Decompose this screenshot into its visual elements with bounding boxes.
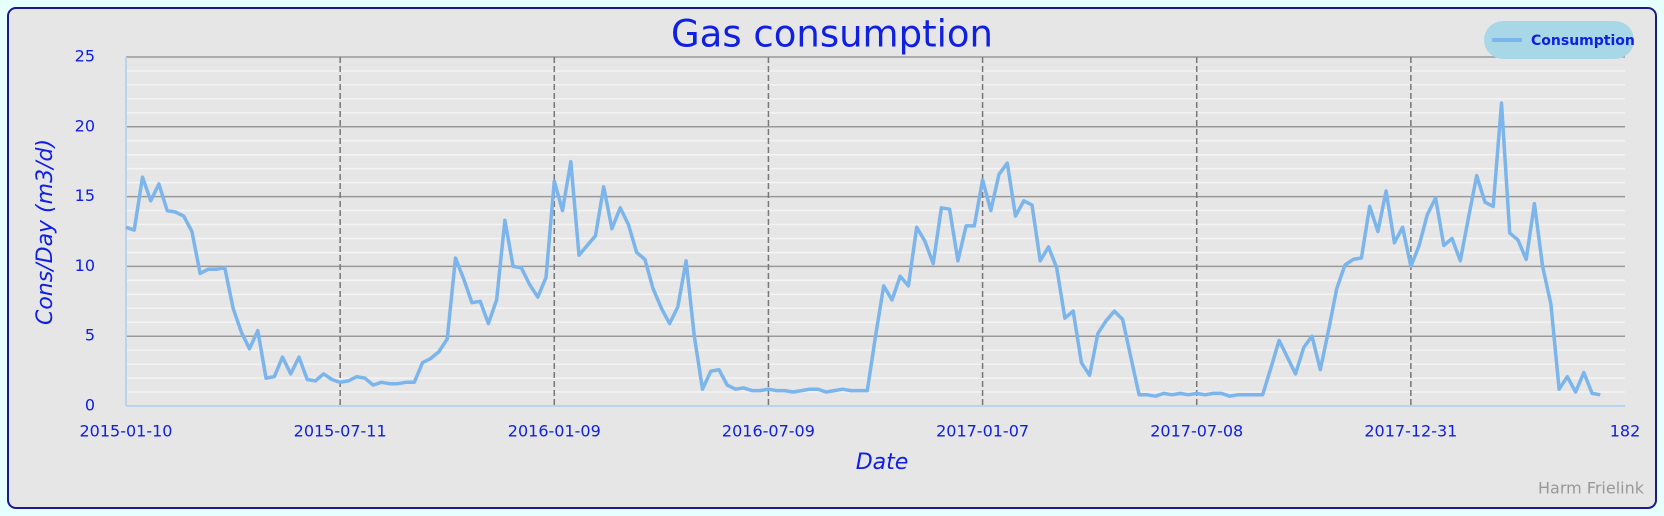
chart-title: Gas consumption (671, 13, 993, 56)
data-line (125, 101, 1601, 398)
x-tick-label: 2015-07-11 (294, 422, 387, 441)
x-tick-label: 2017-12-31 (1364, 422, 1457, 441)
x-tick-label: 2017-07-08 (1150, 422, 1243, 441)
y-tick-label: 20 (75, 116, 95, 135)
legend-label: Consumption (1531, 33, 1635, 49)
x-axis-label: Date (856, 450, 909, 475)
y-tick-label: 5 (85, 326, 95, 345)
x-tick-label: 182 (1610, 422, 1641, 441)
legend-box (1484, 21, 1634, 59)
y-tick-label: 0 (85, 396, 95, 415)
legend: Consumption (1484, 21, 1635, 59)
chart-frame (7, 7, 1657, 509)
credit: Harm Frielink (1538, 479, 1645, 498)
x-tick-label: 2016-01-09 (508, 422, 601, 441)
x-tick-label: 2016-07-09 (722, 422, 815, 441)
y-axis-label: Cons/Day (m3/d) (33, 139, 58, 325)
y-tick-label: 25 (75, 47, 95, 66)
x-tick-label: 2015-01-10 (80, 422, 173, 441)
y-tick-label: 15 (75, 186, 95, 205)
y-tick-label: 10 (75, 256, 95, 275)
x-tick-label: 2017-01-07 (936, 422, 1029, 441)
